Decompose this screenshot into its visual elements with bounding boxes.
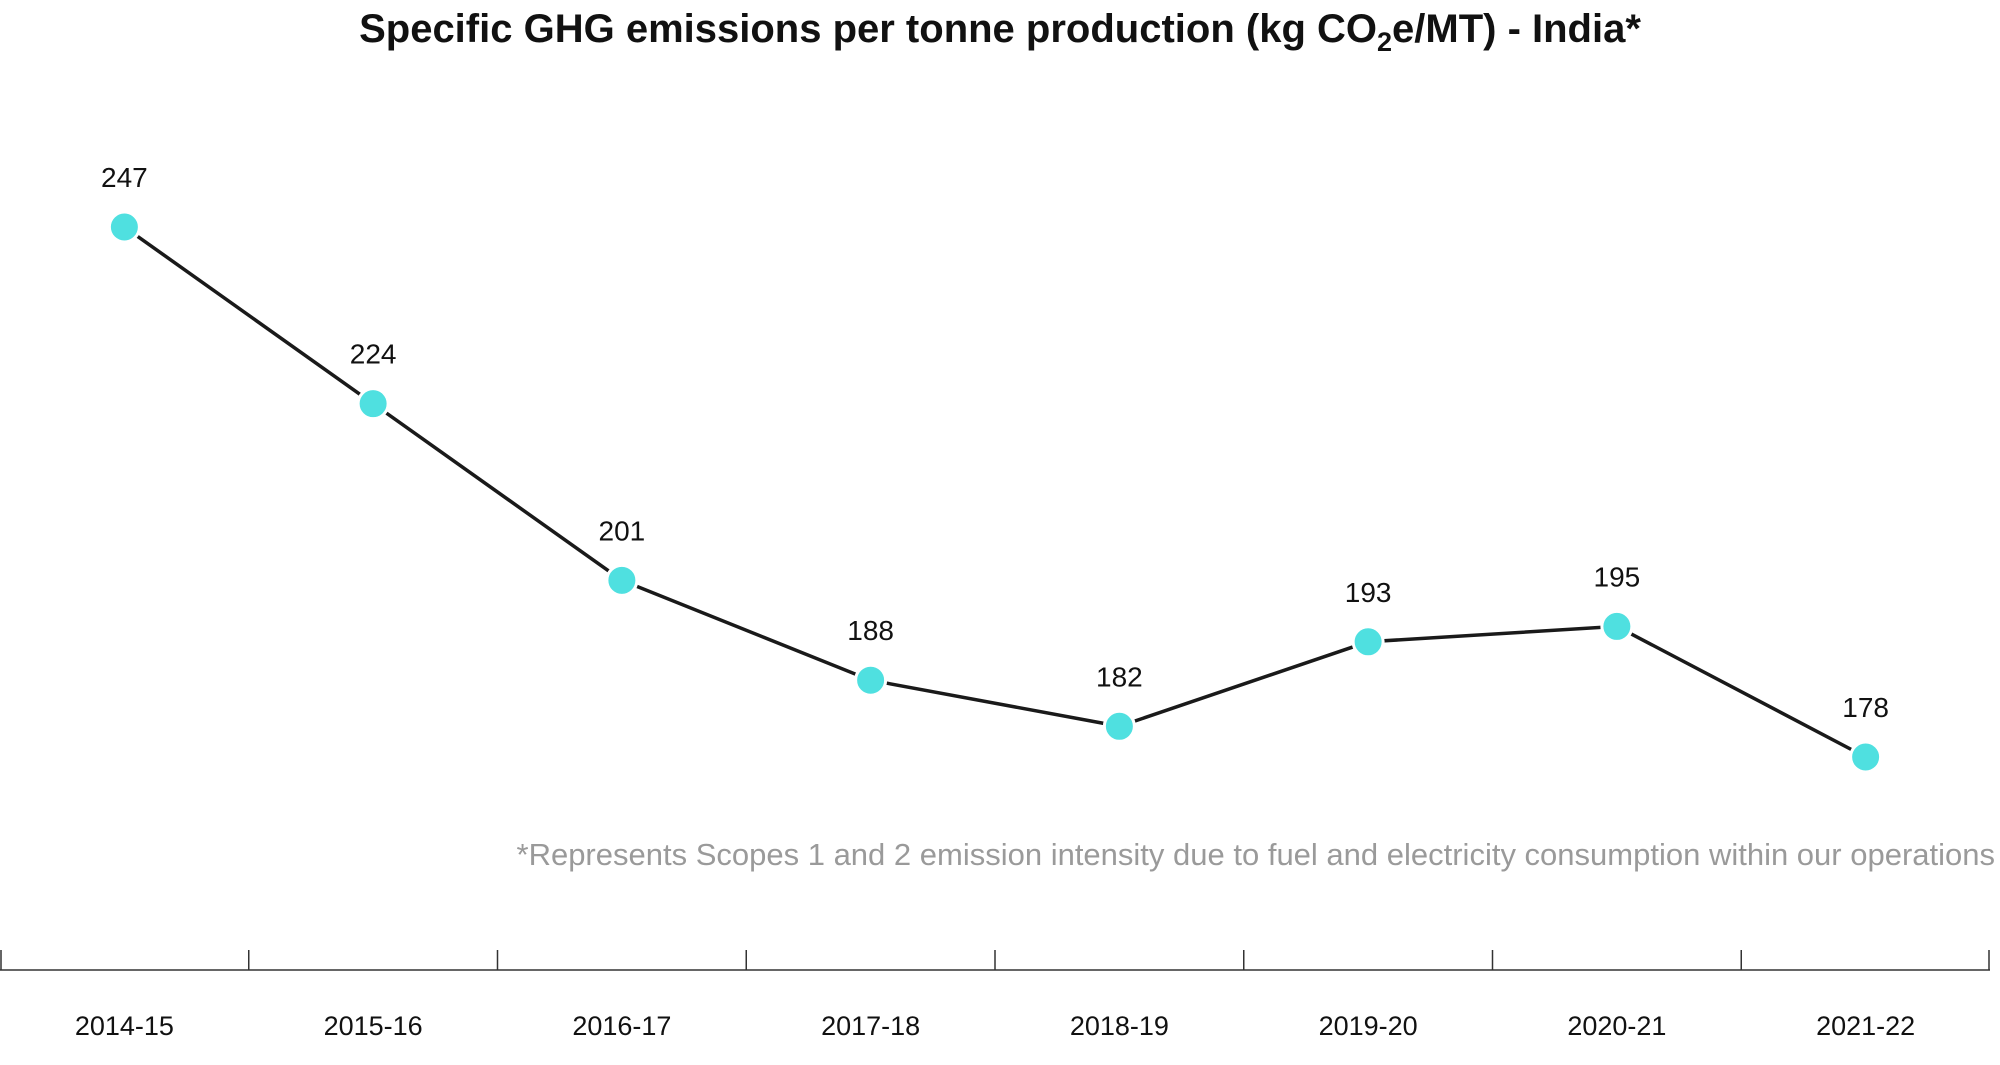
x-tick-label: 2014-15 bbox=[75, 1011, 174, 1041]
data-point bbox=[1102, 709, 1136, 743]
data-label: 178 bbox=[1842, 692, 1889, 723]
data-label: 188 bbox=[847, 615, 894, 646]
chart-title-suffix: e/MT) - India* bbox=[1392, 7, 1641, 51]
x-tick-label: 2015-16 bbox=[324, 1011, 423, 1041]
data-point bbox=[356, 387, 390, 421]
x-tick-label: 2018-19 bbox=[1070, 1011, 1169, 1041]
data-point bbox=[1600, 609, 1634, 643]
chart-footnote: *Represents Scopes 1 and 2 emission inte… bbox=[517, 837, 1996, 872]
data-label: 224 bbox=[350, 339, 397, 370]
series-group: 247 224 201 188 182 193 195 178 bbox=[101, 162, 1889, 774]
data-point bbox=[107, 210, 141, 244]
data-point bbox=[854, 663, 888, 697]
x-tick-label: 2016-17 bbox=[572, 1011, 671, 1041]
data-label: 193 bbox=[1345, 577, 1392, 608]
x-tick-label: 2020-21 bbox=[1567, 1011, 1666, 1041]
data-label: 247 bbox=[101, 162, 148, 193]
data-point bbox=[1849, 740, 1883, 774]
chart-title-main: Specific GHG emissions per tonne product… bbox=[359, 7, 1377, 51]
data-label: 182 bbox=[1096, 661, 1143, 692]
chart-title: Specific GHG emissions per tonne product… bbox=[359, 7, 1641, 57]
chart-title-subscript: 2 bbox=[1377, 27, 1392, 57]
x-tick-label: 2021-22 bbox=[1816, 1011, 1915, 1041]
data-label: 201 bbox=[599, 515, 646, 546]
data-point bbox=[605, 563, 639, 597]
x-axis: 2014-15 2015-16 2016-17 2017-18 2018-19 2019-… bbox=[0, 950, 1990, 1041]
data-point bbox=[1351, 625, 1385, 659]
data-label: 195 bbox=[1594, 561, 1641, 592]
series-line bbox=[123, 225, 1867, 759]
x-tick-label: 2019-20 bbox=[1319, 1011, 1418, 1041]
x-tick-label: 2017-18 bbox=[821, 1011, 920, 1041]
